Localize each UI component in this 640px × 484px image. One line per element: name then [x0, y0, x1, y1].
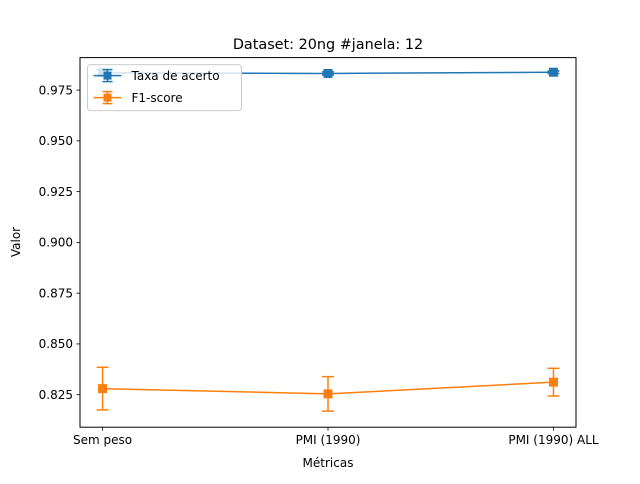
x-axis-ticks: Sem peso PMI (1990) PMI (1990) ALL — [73, 427, 599, 447]
legend-marker — [103, 93, 112, 102]
data-point — [98, 384, 108, 394]
y-tick-label: 0.875 — [39, 286, 73, 300]
data-point — [323, 68, 333, 78]
y-axis-label: Valor — [9, 227, 23, 257]
legend: Taxa de acerto F1-score — [87, 64, 242, 112]
y-tick-label: 0.975 — [39, 83, 73, 97]
y-tick-label: 0.900 — [39, 236, 73, 250]
y-tick-label: 0.825 — [39, 388, 73, 402]
legend-label: F1-score — [132, 91, 183, 105]
legend-marker — [103, 71, 112, 80]
y-tick-label: 0.925 — [39, 185, 73, 199]
series-group — [96, 366, 560, 412]
y-tick-label: 0.950 — [39, 134, 73, 148]
x-tick-label: PMI (1990) ALL — [508, 433, 599, 447]
chart-title: Dataset: 20ng #janela: 12 — [233, 37, 423, 53]
data-point — [548, 67, 558, 77]
y-axis-ticks: 0.825 0.850 0.875 0.900 0.925 0.950 0.975 — [39, 83, 80, 402]
legend-box — [87, 64, 242, 112]
y-tick-label: 0.850 — [39, 337, 73, 351]
data-point — [323, 389, 333, 399]
x-tick-label: PMI (1990) — [296, 433, 361, 447]
x-axis-label: Métricas — [303, 456, 354, 470]
x-tick-label: Sem peso — [73, 433, 132, 447]
legend-label: Taxa de acerto — [131, 69, 220, 83]
data-point — [548, 377, 558, 387]
